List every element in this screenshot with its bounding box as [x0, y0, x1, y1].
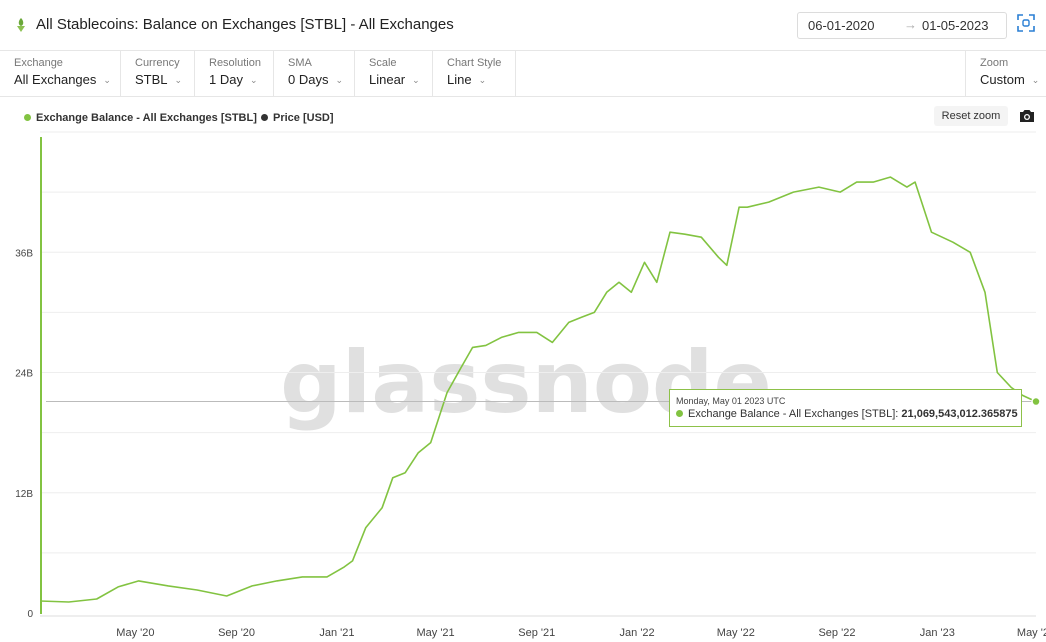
tooltip: Monday, May 01 2023 UTC Exchange Balance…	[669, 389, 1022, 427]
y-tick-label: 36B	[15, 248, 33, 259]
series-line-exchange-balance	[39, 176, 1037, 603]
chevron-down-icon: ⌄	[1031, 75, 1040, 85]
date-arrow-icon: →	[904, 17, 917, 32]
currency-label: Currency	[135, 57, 180, 69]
scale-label: Scale	[369, 57, 397, 69]
legend-item-exchange-balance[interactable]: Exchange Balance - All Exchanges [STBL]	[24, 112, 257, 124]
exchange-value: All Exchanges	[14, 72, 97, 87]
zoom-dropdown[interactable]: Zoom Custom ⌄	[965, 50, 1046, 96]
legend-dot-icon	[261, 114, 268, 121]
zoom-label: Zoom	[980, 57, 1009, 69]
chart-style-label: Chart Style	[447, 57, 502, 69]
x-tick-label: May '22	[717, 627, 755, 639]
reset-zoom-button[interactable]: Reset zoom	[934, 106, 1008, 126]
tooltip-series: Exchange Balance - All Exchanges [STBL]:	[688, 408, 899, 420]
currency-value: STBL	[135, 72, 168, 87]
chart-style-dropdown[interactable]: Chart Style Line ⌄	[433, 50, 516, 96]
scale-value: Linear	[369, 72, 406, 87]
date-range-picker[interactable]: 06-01-2020 → 01-05-2023	[797, 12, 1007, 39]
x-tick-label: Jan '22	[620, 627, 655, 639]
y-tick-label: 24B	[15, 369, 33, 380]
tooltip-line: Exchange Balance - All Exchanges [STBL]:…	[676, 408, 1018, 420]
x-tick-label: Sep '22	[818, 627, 855, 639]
date-to-input[interactable]: 01-05-2023	[922, 18, 989, 33]
x-tick-label: May '21	[417, 627, 455, 639]
chevron-down-icon: ⌄	[478, 75, 487, 85]
page-title: All Stablecoins: Balance on Exchanges [S…	[36, 16, 454, 33]
title-bar: All Stablecoins: Balance on Exchanges [S…	[0, 0, 1046, 51]
y-tick-label: 0	[27, 609, 33, 620]
x-tick-label: May '23	[1017, 627, 1046, 639]
glassnode-logo-icon	[17, 18, 25, 32]
currency-dropdown[interactable]: Currency STBL ⌄	[121, 50, 195, 96]
resolution-value: 1 Day	[209, 72, 243, 87]
legend-label: Exchange Balance - All Exchanges [STBL]	[36, 112, 257, 124]
legend-dot-icon	[24, 114, 31, 121]
x-tick-label: May '20	[116, 627, 154, 639]
chevron-down-icon: ⌄	[335, 75, 344, 85]
legend-item-price[interactable]: Price [USD]	[261, 112, 334, 124]
tooltip-dot-icon	[676, 410, 683, 417]
hover-point	[1031, 396, 1041, 407]
chevron-down-icon: ⌄	[249, 75, 258, 85]
exchange-label: Exchange	[14, 57, 63, 69]
x-tick-label: Sep '21	[518, 627, 555, 639]
legend-label-price: Price [USD]	[273, 112, 334, 124]
sma-label: SMA	[288, 57, 312, 69]
sma-dropdown[interactable]: SMA 0 Days ⌄	[274, 50, 355, 96]
chevron-down-icon: ⌄	[103, 75, 111, 85]
sma-value: 0 Days	[288, 72, 329, 87]
scale-dropdown[interactable]: Scale Linear ⌄	[355, 50, 433, 96]
zoom-value: Custom	[980, 72, 1025, 87]
x-tick-label: Jan '21	[319, 627, 354, 639]
x-tick-label: Sep '20	[218, 627, 255, 639]
resolution-label: Resolution	[209, 57, 261, 69]
exchange-dropdown[interactable]: Exchange All Exchanges ⌄	[0, 50, 121, 96]
chart-style-value: Line	[447, 72, 472, 87]
tooltip-date: Monday, May 01 2023 UTC	[676, 396, 786, 406]
x-tick-label: Jan '23	[920, 627, 955, 639]
chart-controls: Exchange All Exchanges ⌄ Currency STBL ⌄ R…	[0, 50, 1046, 97]
y-tick-label: 12B	[15, 489, 33, 500]
date-from-input[interactable]: 06-01-2020	[808, 18, 875, 33]
chevron-down-icon: ⌄	[174, 75, 183, 85]
tooltip-value: 21,069,543,012.365875	[901, 408, 1018, 420]
resolution-dropdown[interactable]: Resolution 1 Day ⌄	[195, 50, 274, 96]
camera-icon[interactable]	[1019, 109, 1035, 123]
fullscreen-icon[interactable]	[1016, 13, 1036, 33]
chevron-down-icon: ⌄	[412, 75, 420, 85]
